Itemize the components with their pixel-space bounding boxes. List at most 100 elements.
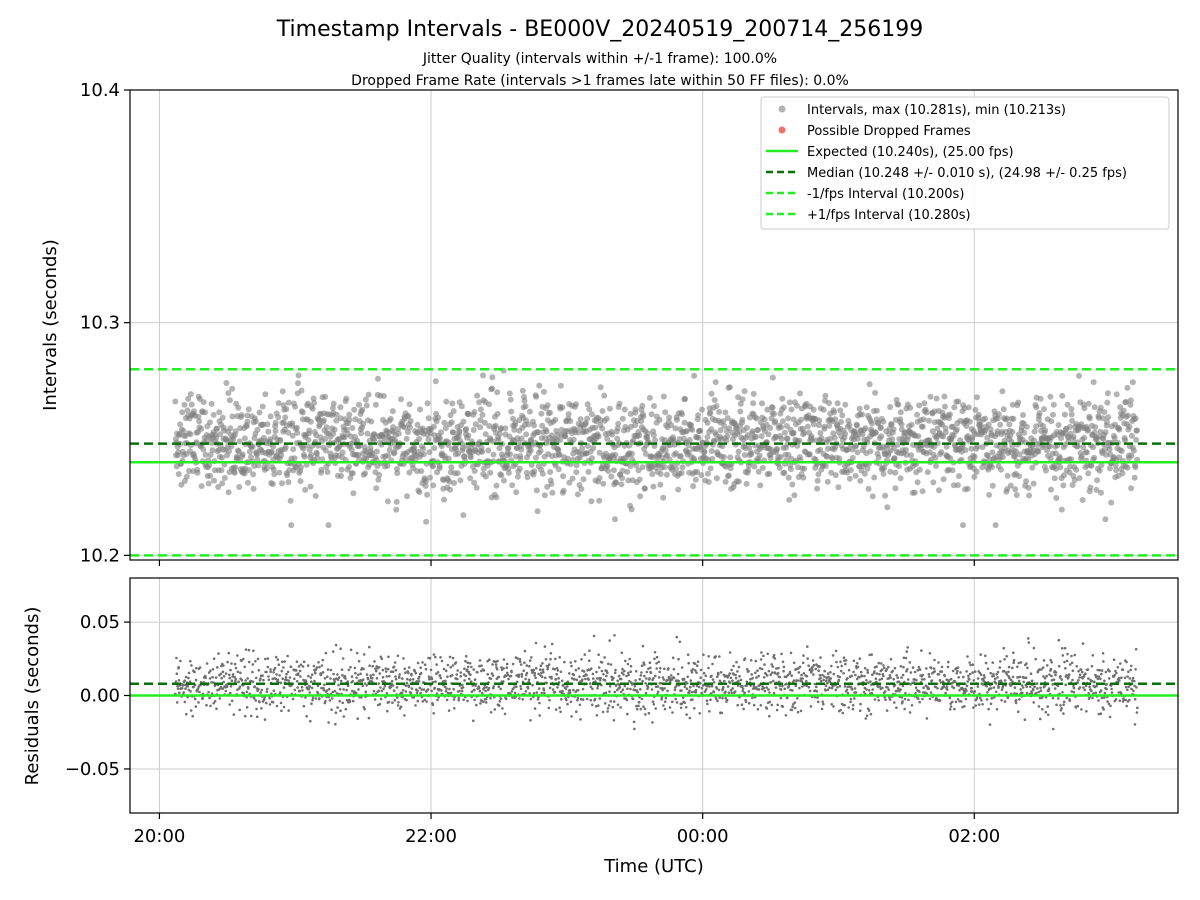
data-point (992, 686, 996, 689)
data-point (821, 425, 828, 432)
data-point (308, 451, 315, 458)
data-point (897, 416, 904, 423)
data-point (845, 688, 849, 692)
data-point (360, 420, 367, 427)
data-point (533, 487, 540, 494)
data-point (847, 668, 851, 672)
data-point (1128, 485, 1135, 492)
data-point (1050, 401, 1057, 408)
data-point (769, 681, 773, 684)
data-point (999, 660, 1002, 663)
data-point (329, 677, 332, 680)
data-point (633, 685, 637, 688)
data-point (652, 437, 659, 444)
data-point (339, 679, 343, 683)
data-point (981, 683, 985, 686)
data-point (1124, 412, 1131, 419)
legend-item-median: Median (10.248 +/- 0.010 s), (24.98 +/- … (766, 166, 1127, 181)
data-point (896, 676, 899, 679)
data-point (664, 452, 671, 459)
data-point (644, 713, 647, 716)
data-point (339, 449, 346, 456)
data-point (872, 429, 879, 436)
data-point (275, 400, 282, 407)
data-point (858, 709, 862, 712)
data-point (726, 425, 733, 432)
data-point (954, 482, 961, 489)
data-point (337, 676, 341, 679)
data-point (461, 686, 465, 689)
data-point (875, 665, 878, 668)
data-point (1050, 661, 1053, 664)
data-point (897, 409, 904, 416)
data-point (733, 690, 737, 693)
data-point (308, 691, 312, 694)
data-point (741, 388, 748, 395)
data-point (766, 470, 773, 477)
data-point (195, 413, 202, 420)
data-point (859, 670, 863, 674)
data-point (612, 700, 616, 703)
data-point (708, 685, 711, 688)
data-point (326, 675, 329, 678)
data-point (699, 676, 702, 679)
data-point (388, 674, 391, 678)
data-point (415, 680, 419, 683)
data-point (596, 475, 603, 481)
data-point (994, 690, 998, 694)
data-point (404, 690, 408, 693)
data-point (1096, 467, 1103, 474)
data-point (315, 666, 319, 669)
data-point (263, 465, 270, 472)
data-point (538, 701, 541, 705)
data-point (540, 691, 544, 695)
data-point (459, 440, 465, 447)
data-point (519, 687, 523, 691)
data-point (657, 676, 661, 679)
data-point (866, 668, 869, 672)
data-point (639, 464, 646, 471)
data-point (1097, 675, 1101, 678)
data-point (245, 706, 249, 709)
data-point (549, 652, 553, 655)
data-point (397, 701, 400, 704)
data-point (873, 670, 876, 673)
data-point (291, 697, 295, 701)
data-point (407, 418, 414, 424)
data-point (668, 706, 672, 709)
data-point (569, 475, 576, 482)
data-point (1107, 677, 1111, 680)
data-point (697, 685, 701, 689)
data-point (739, 678, 743, 682)
data-point (716, 699, 719, 703)
data-point (387, 700, 391, 704)
data-point (907, 698, 910, 702)
data-point (996, 443, 1003, 450)
data-point (709, 455, 716, 462)
data-point (923, 678, 926, 681)
data-point (325, 689, 329, 692)
data-point (1090, 444, 1097, 451)
data-point (650, 688, 654, 691)
data-point (672, 425, 679, 432)
data-point (575, 429, 582, 436)
data-point (465, 411, 472, 418)
data-point (1091, 429, 1098, 436)
data-point (226, 397, 233, 404)
data-point (324, 651, 328, 655)
data-point (790, 429, 797, 436)
data-point (224, 672, 228, 675)
data-point (204, 676, 207, 679)
data-point (1106, 446, 1113, 453)
data-point (806, 657, 809, 660)
data-point (470, 427, 477, 433)
data-point (770, 703, 774, 707)
data-point (291, 455, 298, 462)
data-point (1131, 474, 1138, 481)
data-point (729, 681, 732, 685)
data-point (970, 686, 974, 690)
data-point (585, 468, 592, 475)
data-point (656, 416, 663, 423)
data-point (1033, 685, 1036, 688)
data-point (971, 473, 978, 480)
